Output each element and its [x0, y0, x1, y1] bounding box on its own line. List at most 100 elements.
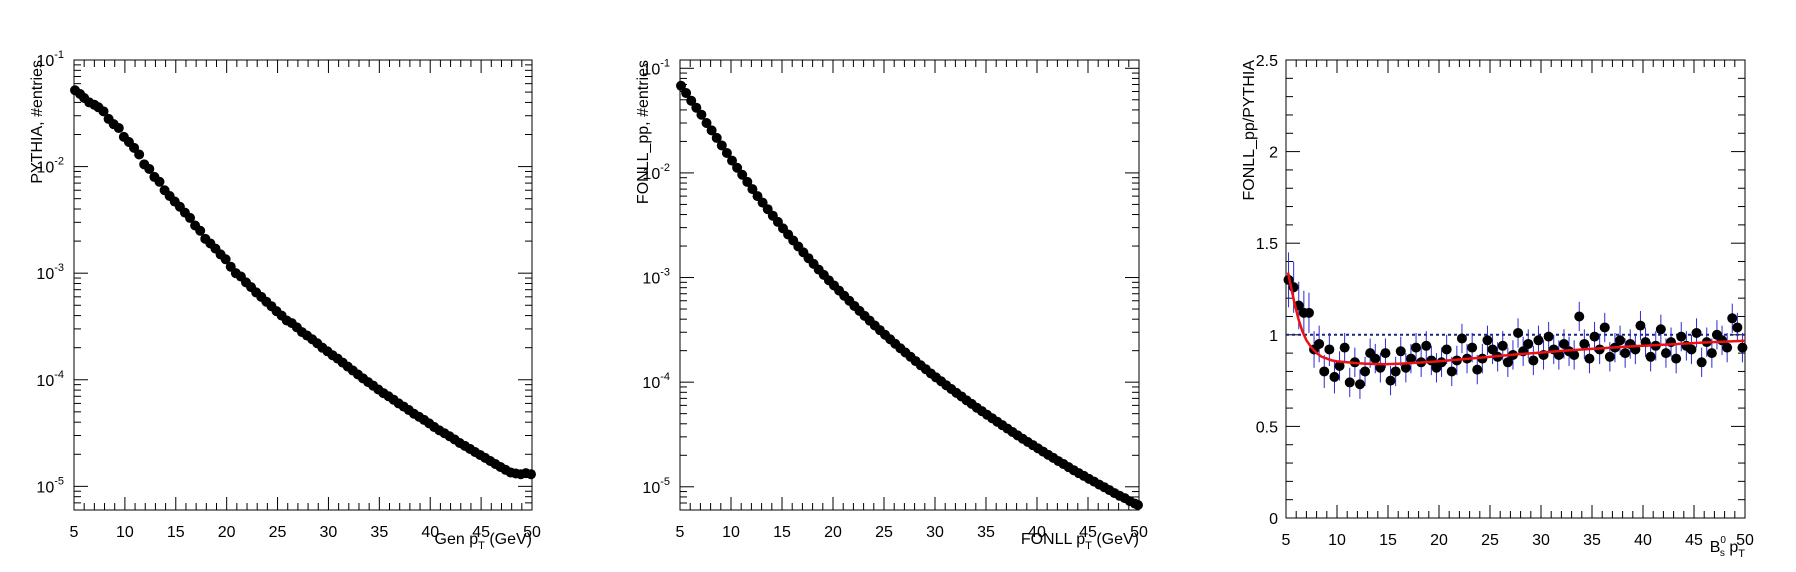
data-point — [737, 169, 748, 180]
data-point — [1360, 366, 1371, 377]
x-tick-label: 40 — [1634, 532, 1652, 549]
x-tick-label: 50 — [1736, 532, 1754, 549]
x-tick-label: 20 — [1430, 532, 1448, 549]
x-tick-label: 30 — [320, 524, 338, 541]
data-point — [1584, 353, 1595, 364]
x-tick-label: 35 — [1583, 532, 1601, 549]
data-point — [1706, 348, 1717, 359]
y-axis-title: FONLL_pp/PYTHIA — [1241, 60, 1258, 201]
data-point — [98, 106, 109, 117]
x-tick-label: 50 — [1130, 524, 1148, 541]
y-tick-label: 2.5 — [1256, 53, 1278, 70]
y-tick-base: 10 — [642, 480, 660, 497]
data-point — [1411, 342, 1422, 353]
y-tick-exponent: -5 — [54, 475, 64, 487]
data-point — [1722, 342, 1733, 353]
data-point — [1314, 338, 1325, 349]
y-tick-exponent: -3 — [54, 262, 64, 274]
data-point — [721, 147, 732, 158]
y-tick-exponent: -2 — [54, 156, 64, 168]
data-point — [113, 123, 124, 134]
data-point — [1569, 349, 1580, 360]
data-point — [1385, 375, 1396, 386]
y-tick-base: 10 — [36, 53, 54, 70]
data-point — [134, 149, 145, 160]
plot-frame — [679, 59, 1140, 511]
data-point — [1472, 364, 1483, 375]
data-point — [1497, 340, 1508, 351]
y-tick-base: 10 — [642, 375, 660, 392]
data-point — [1645, 351, 1656, 362]
data-point — [1303, 307, 1314, 318]
y-tick-base: 10 — [36, 160, 54, 177]
x-tick-label: 10 — [722, 524, 740, 541]
y-tick-label: 10-5 — [642, 476, 670, 497]
y-tick-label: 10-1 — [642, 57, 670, 78]
y-tick-base: 10 — [36, 479, 54, 496]
x-axis-title-unit: (GeV) — [1092, 531, 1139, 548]
data-point — [1671, 353, 1682, 364]
x-tick-label: 5 — [1282, 532, 1291, 549]
plot-frame — [1285, 59, 1746, 519]
y-tick-exponent: -1 — [54, 49, 64, 61]
data-point — [676, 80, 687, 91]
data-point — [1319, 366, 1330, 377]
x-axis-title-unit: (GeV) — [485, 531, 532, 548]
data-point — [1370, 353, 1381, 364]
y-tick-base: 10 — [642, 271, 660, 288]
y-tick-exponent: -5 — [660, 476, 670, 488]
data-point — [1691, 327, 1702, 338]
x-tick-label: 35 — [977, 524, 995, 541]
data-point — [1620, 348, 1631, 359]
y-tick-label: 0.5 — [1256, 419, 1278, 436]
data-point — [716, 140, 727, 151]
data-point — [525, 469, 536, 480]
x-tick-label: 50 — [523, 524, 541, 541]
data-point — [701, 117, 712, 128]
x-axis-title: B0 s pT — [1710, 535, 1746, 560]
data-point — [742, 176, 753, 187]
data-point — [1344, 377, 1355, 388]
y-axis-title: FONLL_pp, #entries — [635, 60, 652, 204]
data-point — [681, 88, 692, 99]
x-tick-label: 30 — [926, 524, 944, 541]
y-tick-exponent: -2 — [660, 162, 670, 174]
x-tick-label: 45 — [472, 524, 490, 541]
x-tick-label: 45 — [1685, 532, 1703, 549]
y-tick-label: 10-2 — [36, 156, 64, 177]
data-point — [732, 162, 743, 173]
x-axis-title: Gen pT (GeV) — [435, 531, 532, 552]
y-tick-exponent: -3 — [660, 267, 670, 279]
pythia-spectrum-panel: 5 10 15 20 25 30 35 40 45 5010-110-210-310-410-5P… — [29, 49, 541, 552]
data-point — [1696, 357, 1707, 368]
data-point — [144, 163, 155, 174]
data-point — [1528, 355, 1539, 366]
data-point — [727, 155, 738, 166]
y-tick-exponent: -4 — [660, 371, 670, 383]
y-tick-label: 10-3 — [642, 267, 670, 288]
x-axis-title-psubscript: T — [1738, 548, 1745, 560]
x-axis-title-main: Gen p — [435, 531, 479, 548]
data-point — [711, 132, 722, 143]
x-tick-label: 25 — [875, 524, 893, 541]
y-tick-label: 10-3 — [36, 262, 64, 283]
data-point — [706, 125, 717, 136]
data-point — [1334, 360, 1345, 371]
data-point — [691, 102, 702, 113]
y-tick-exponent: -4 — [54, 369, 64, 381]
data-point — [1441, 344, 1452, 355]
data-point — [1589, 331, 1600, 342]
y-axis-title: PYTHIA, #entries — [29, 60, 46, 184]
x-axis-title-superscript: 0 — [1720, 535, 1726, 546]
data-point — [1655, 324, 1666, 335]
x-tick-label: 15 — [167, 524, 185, 541]
x-tick-label: 10 — [116, 524, 134, 541]
x-axis-title-main: FONLL p — [1021, 531, 1085, 548]
y-tick-label: 10-5 — [36, 475, 64, 496]
data-point — [1732, 322, 1743, 333]
data-point — [1579, 338, 1590, 349]
fit-curve — [1286, 272, 1746, 366]
data-point — [1543, 331, 1554, 342]
data-point — [1615, 335, 1626, 346]
